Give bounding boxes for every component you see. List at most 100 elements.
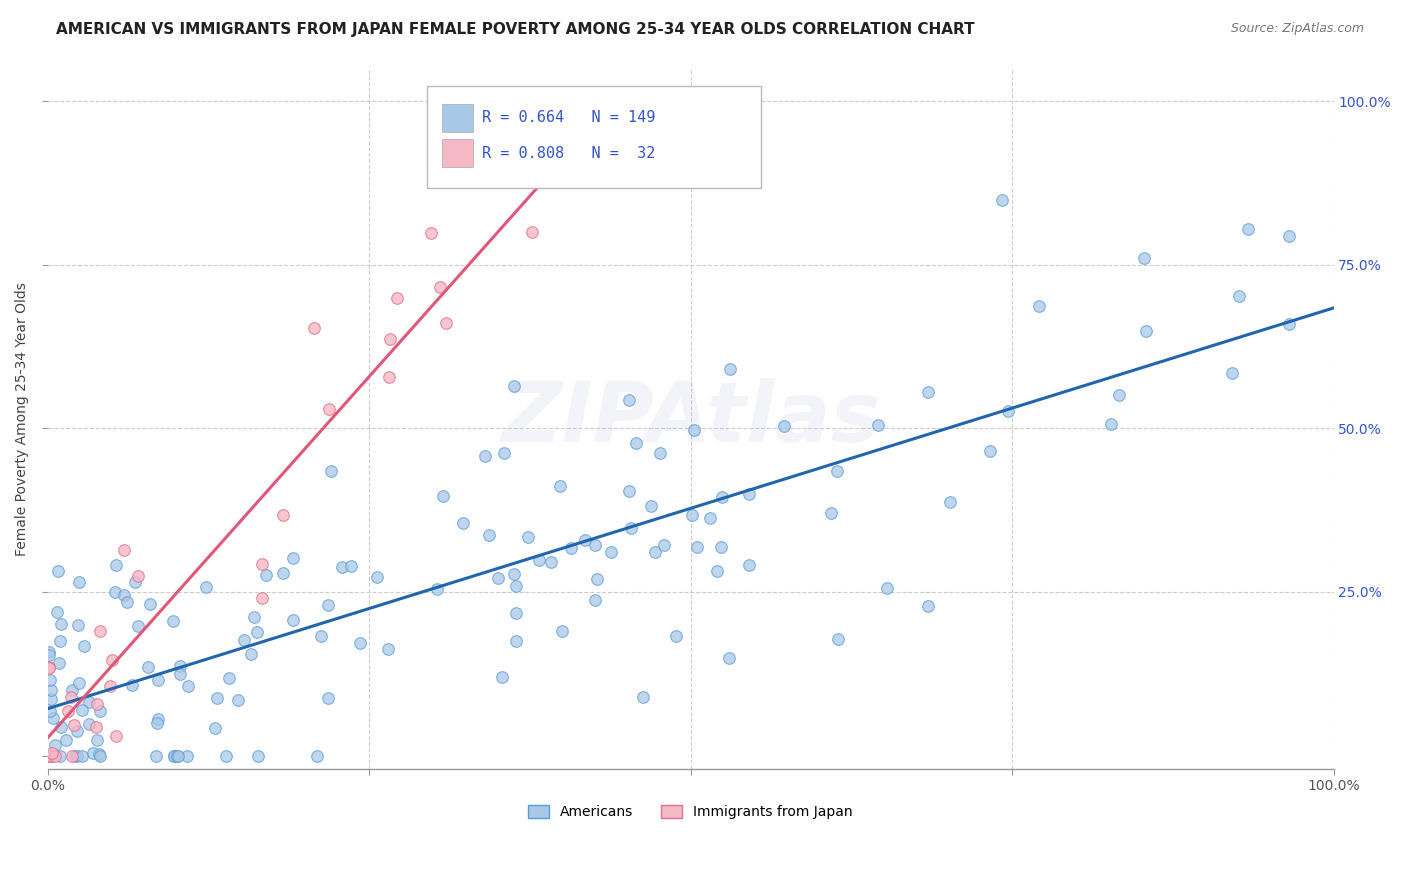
Point [242,609,264,624]
Point [72,703,94,717]
Point [738,486,761,500]
Point [548,479,571,493]
Point [517,530,540,544]
Point [991,193,1014,207]
Point [1108,388,1130,402]
Point [378,332,401,346]
Point [146,673,169,687]
Point [63,748,86,763]
Point [1277,228,1299,243]
Point [39,748,62,763]
Point [979,444,1001,458]
Point [39,691,62,706]
Point [169,658,191,673]
Point [136,660,159,674]
Point [600,545,623,559]
Point [84,720,107,734]
Point [38,645,60,659]
Point [827,632,849,646]
Point [49,633,72,648]
Point [825,464,848,478]
Point [318,402,340,417]
Point [44,739,66,753]
Point [620,521,643,535]
Point [67,618,90,632]
Point [527,552,550,566]
Point [738,558,761,573]
Point [574,533,596,547]
Point [49,617,72,632]
Point [44,748,66,763]
Point [38,748,60,763]
Point [330,559,353,574]
Point [706,564,728,578]
Point [772,418,794,433]
Point [98,679,121,693]
Point [316,598,339,612]
Point [432,490,454,504]
Point [63,718,86,732]
Point [38,673,60,688]
Point [938,495,960,509]
Point [349,635,371,649]
Legend: Americans, Immigrants from Japan: Americans, Immigrants from Japan [523,799,859,825]
Point [39,748,62,763]
Point [502,566,524,581]
Point [624,436,647,450]
Point [583,538,606,552]
Point [145,748,167,763]
Point [820,506,842,520]
Point [48,656,70,670]
Point [250,591,273,606]
Point [194,580,217,594]
Point [1278,317,1301,331]
Point [233,633,256,648]
Point [271,566,294,580]
Point [86,733,108,747]
Point [1135,324,1157,338]
Point [58,704,80,718]
Point [1229,289,1251,303]
Point [710,540,733,554]
Point [167,748,190,763]
Point [434,316,457,330]
Point [66,724,89,739]
Text: Source: ZipAtlas.com: Source: ZipAtlas.com [1230,22,1364,36]
Point [583,592,606,607]
Point [79,717,101,731]
Point [419,226,441,240]
Point [876,582,898,596]
Point [60,683,83,698]
Point [246,748,269,763]
Point [474,449,496,463]
Point [204,721,226,735]
Point [67,675,90,690]
Point [718,651,741,665]
Point [540,555,562,569]
Point [250,557,273,571]
Point [67,574,90,589]
Point [586,572,609,586]
Point [39,704,62,718]
Point [218,671,240,685]
Point [681,508,703,522]
Point [486,570,509,584]
Text: AMERICAN VS IMMIGRANTS FROM JAPAN FEMALE POVERTY AMONG 25-34 YEAR OLDS CORRELATI: AMERICAN VS IMMIGRANTS FROM JAPAN FEMALE… [56,22,974,37]
Point [104,730,127,744]
Point [385,291,408,305]
Point [1222,366,1244,380]
Point [520,225,543,239]
Point [997,404,1019,418]
Point [273,508,295,522]
Point [633,690,655,704]
Point [453,516,475,530]
Point [121,677,143,691]
Point [169,667,191,681]
Point [45,605,67,619]
Point [59,690,82,704]
Point [683,423,706,437]
Point [127,619,149,633]
Point [316,691,339,706]
Point [1099,417,1122,431]
Point [176,748,198,763]
